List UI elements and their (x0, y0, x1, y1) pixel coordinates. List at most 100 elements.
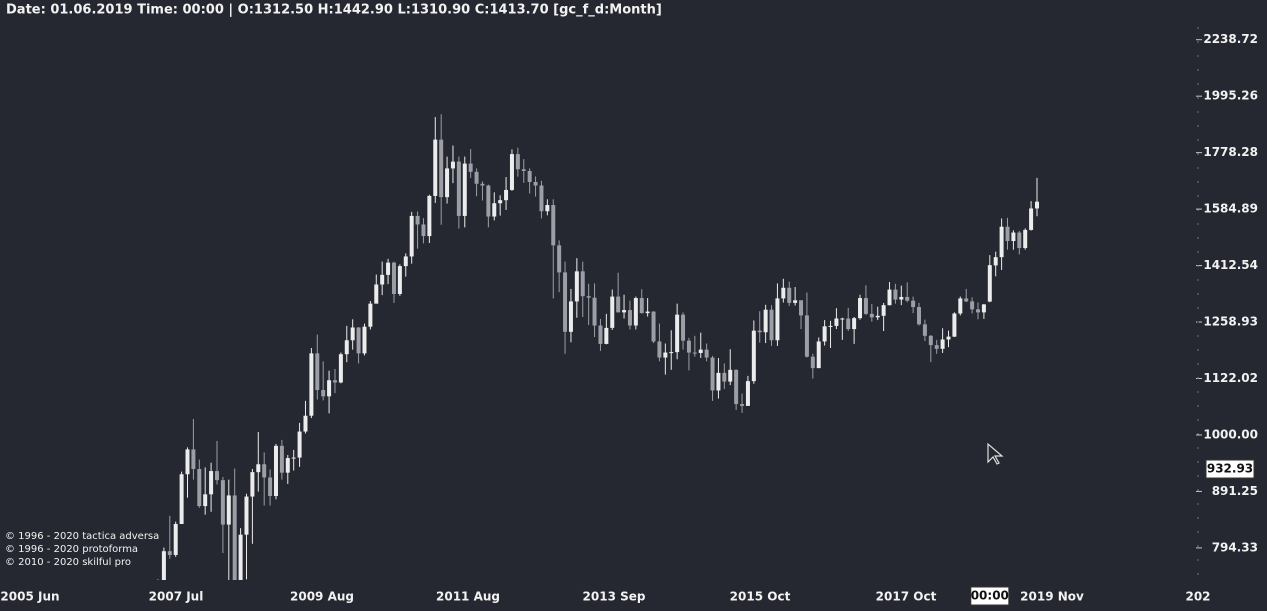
candle-body (362, 326, 367, 354)
candle-body (350, 327, 355, 341)
candle-body (663, 352, 668, 358)
candle-body (657, 341, 662, 358)
candle-body (468, 163, 473, 172)
candle-body (533, 181, 538, 186)
candles (157, 114, 1039, 580)
candle-body (285, 458, 290, 473)
candle-body (787, 287, 792, 303)
candle-body (763, 309, 768, 333)
candle-body (521, 169, 526, 171)
candle-body (551, 205, 556, 246)
candle-body (173, 523, 178, 555)
candle-body (698, 349, 703, 353)
candle-body (828, 325, 833, 327)
candle-body (226, 495, 231, 525)
candle-body (450, 161, 455, 169)
candle-body (846, 318, 851, 330)
x-axis-label: 2009 Aug (290, 590, 354, 604)
candle-body (952, 313, 957, 337)
candle-body (734, 369, 739, 405)
crosshair-time-box (970, 586, 1010, 606)
candle-body (291, 457, 296, 459)
candle-body (568, 301, 573, 332)
x-axis-label: 2017 Oct (876, 590, 937, 604)
candle-body (651, 311, 656, 342)
candle-body (899, 296, 904, 300)
candle-body (769, 309, 774, 341)
y-tick-label: 1412.54 (1203, 258, 1258, 272)
candle-body (179, 474, 184, 524)
candle-body (858, 298, 863, 319)
candle-body (745, 381, 750, 406)
candle-body (338, 354, 343, 383)
candle-body (686, 340, 691, 353)
candle-body (356, 327, 361, 354)
candle-body (604, 327, 609, 344)
candle-body (421, 224, 426, 237)
candle-body (804, 315, 809, 357)
crosshair-price-label: 932.93 (1207, 462, 1253, 476)
candle-body (928, 335, 933, 346)
candle-body (262, 464, 267, 478)
candle-body (793, 300, 798, 303)
candle-body (934, 345, 939, 349)
candle-body (757, 330, 762, 333)
header: Date: 01.06.2019 Time: 00:00 | O:1312.50… (6, 3, 662, 18)
candle-body (232, 495, 237, 580)
candle-body (368, 303, 373, 327)
y-tick-label: 1778.28 (1203, 145, 1258, 159)
x-axis-label: 202 (1185, 590, 1210, 604)
y-tick-label: 1122.02 (1203, 371, 1258, 385)
candle-body (456, 161, 461, 216)
candle-body (1023, 229, 1028, 249)
candle-body (840, 318, 845, 320)
candle-body (810, 356, 815, 369)
candle-body (391, 262, 396, 294)
candle-body (981, 304, 986, 313)
candle-body (964, 298, 969, 302)
candle-body (922, 324, 927, 336)
candle-body (386, 262, 391, 275)
candle-body (822, 326, 827, 342)
candle-body (704, 349, 709, 358)
candle-body (816, 341, 821, 369)
candle-body (256, 464, 261, 473)
candle-body (751, 330, 756, 382)
candle-body (681, 314, 686, 341)
candle-body (185, 449, 190, 475)
candle-body (958, 298, 963, 314)
candle-body (445, 168, 450, 198)
y-tick-label: 891.25 (1212, 484, 1258, 498)
candle-body (539, 185, 544, 212)
candle-body (486, 185, 491, 217)
candle-body (887, 289, 892, 306)
y-tick-label: 1000.00 (1203, 427, 1258, 441)
crosshair-price-box (1205, 459, 1255, 479)
x-axis-label: 2007 Jul (149, 590, 204, 604)
candle-body (492, 203, 497, 217)
candle-body (279, 445, 284, 473)
candle-body (344, 340, 349, 355)
copyright: © 1996 - 2020 tactica adversa (5, 531, 159, 542)
candle-body (374, 284, 379, 304)
candle-body (321, 390, 326, 397)
candle-body (557, 245, 562, 273)
candle-body (244, 496, 249, 535)
x-axis-label: 2015 Oct (730, 590, 791, 604)
candle-body (728, 369, 733, 382)
candle-body (911, 300, 916, 308)
candle-body (993, 257, 998, 266)
candle-body (580, 271, 585, 297)
candle-body (905, 296, 910, 301)
candle-body (1005, 226, 1010, 242)
candle-body (1029, 208, 1034, 230)
candle-body (209, 471, 214, 495)
candle-body (309, 353, 314, 416)
candle-body (863, 298, 868, 314)
candle-body (627, 310, 632, 326)
x-axis-label: 2011 Aug (436, 590, 500, 604)
y-tick-label: 1995.26 (1203, 89, 1258, 103)
candle-body (527, 170, 532, 182)
candle-body (987, 265, 992, 302)
candle-body (238, 534, 243, 580)
